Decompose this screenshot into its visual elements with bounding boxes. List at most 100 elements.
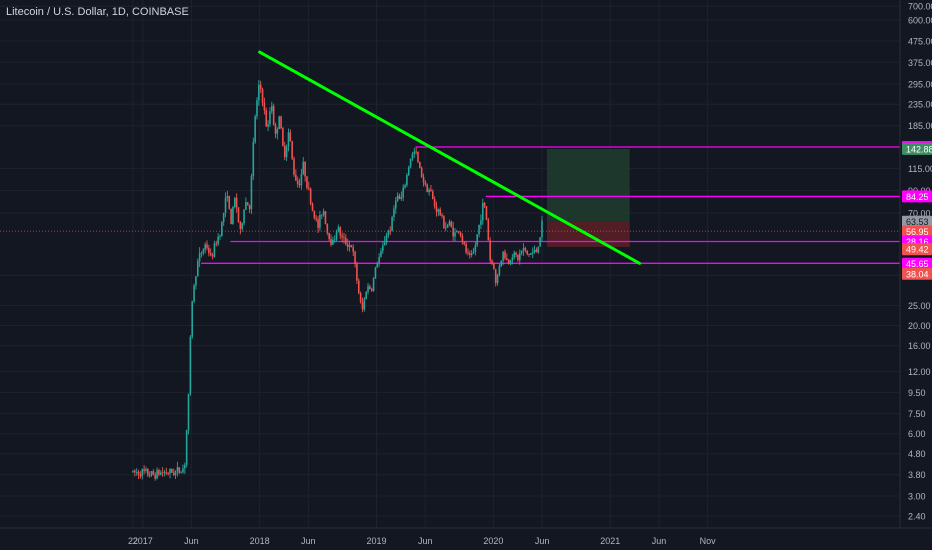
- candle-body: [184, 464, 186, 469]
- candle-body: [232, 207, 234, 225]
- candle-body: [520, 250, 523, 254]
- candle-body: [413, 151, 416, 154]
- price-axis-tick: 16.00: [908, 341, 931, 351]
- descending-trendline: [258, 50, 641, 265]
- candle-body: [409, 158, 412, 168]
- candle-body: [263, 102, 266, 111]
- candle-body: [474, 245, 477, 253]
- price-label-bg: [902, 190, 932, 203]
- candle-body: [496, 274, 499, 284]
- candle-body: [282, 128, 284, 146]
- candle-body: [148, 475, 151, 477]
- price-axis[interactable]: 700.00 600.00 475.00 375.00 295.00 235.00 185.…: [899, 0, 932, 528]
- candle-body: [269, 111, 271, 125]
- candle-body: [324, 211, 327, 225]
- candle-body: [213, 243, 216, 257]
- candle-body: [394, 200, 397, 209]
- candle-body: [172, 472, 175, 475]
- candle-body: [309, 188, 312, 204]
- candle-body: [224, 197, 227, 214]
- chart-grid: [0, 0, 900, 528]
- candle-body: [383, 242, 386, 246]
- price-axis-tick: 6.00: [908, 429, 926, 439]
- candle-body: [322, 211, 325, 215]
- candle-body: [485, 206, 488, 220]
- candle-body: [182, 468, 184, 473]
- candle-body: [498, 266, 501, 275]
- time-axis-tick: 2019: [366, 536, 386, 546]
- price-axis-tick: 70.00: [908, 209, 931, 219]
- candle-body: [252, 141, 255, 177]
- trendline: [258, 50, 641, 265]
- time-axis-tick: 2021: [600, 536, 620, 546]
- candle-body: [306, 176, 308, 188]
- candle-body: [293, 158, 295, 175]
- candle-body: [452, 227, 454, 237]
- position-zones: [546, 148, 630, 247]
- candle-body: [145, 469, 147, 471]
- candle-body: [204, 244, 206, 250]
- candle-body: [193, 285, 195, 302]
- candle-body: [254, 116, 256, 142]
- candle-body: [493, 263, 495, 270]
- candle-body: [456, 231, 458, 233]
- candle-body: [391, 217, 393, 232]
- candle-body: [500, 260, 503, 267]
- candle-body: [189, 336, 192, 394]
- price-axis-tick: 115.00: [908, 164, 932, 174]
- price-axis-tick: 475.00: [908, 37, 932, 47]
- candle-body: [141, 469, 144, 477]
- candle-body: [370, 289, 373, 291]
- price-label: 142.88: [906, 144, 932, 154]
- candle-body: [308, 187, 310, 189]
- candle-body: [230, 208, 232, 225]
- candle-body: [457, 231, 460, 233]
- candle-body: [167, 473, 169, 475]
- candle-body: [433, 199, 436, 207]
- candle-body: [346, 244, 349, 247]
- candle-body: [250, 176, 253, 210]
- candle-body: [139, 474, 142, 477]
- candle-body: [200, 252, 203, 254]
- candle-body: [428, 189, 430, 193]
- price-label-bg: [902, 225, 932, 238]
- price-label: 45.65: [906, 259, 929, 269]
- price-label: 56.95: [906, 227, 929, 237]
- candle-body: [465, 244, 467, 253]
- price-labels: 146.02142.8884.2563.5356.9528.1649.4245.…: [902, 140, 932, 280]
- candle-body: [169, 468, 171, 474]
- candle-body: [506, 258, 508, 261]
- price-axis-tick: 3.00: [908, 491, 926, 501]
- candle-body: [198, 253, 201, 262]
- candle-body: [448, 221, 451, 226]
- price-label-bg: [902, 267, 932, 280]
- symbol-title: Litecoin / U.S. Dollar, 1D, COINBASE: [6, 6, 189, 18]
- candle-body: [470, 253, 473, 255]
- candle-body: [276, 129, 279, 134]
- time-axis-tick: 2020: [483, 536, 503, 546]
- candle-body: [361, 302, 364, 310]
- candle-body: [367, 286, 369, 293]
- candle-body: [317, 219, 319, 228]
- candle-body: [332, 239, 334, 245]
- candle-body: [524, 248, 527, 251]
- candle-body: [339, 227, 342, 236]
- candle-body: [326, 224, 329, 233]
- candle-body: [359, 293, 362, 303]
- price-axis-tick: 600.00: [908, 16, 932, 26]
- candle-body: [304, 161, 306, 177]
- candle-body: [152, 471, 155, 475]
- candle-body: [404, 185, 406, 188]
- candle-body: [369, 286, 371, 290]
- candle-body: [256, 100, 258, 117]
- candle-body: [319, 215, 321, 228]
- candle-body: [222, 213, 225, 223]
- price-label: 49.42: [906, 245, 929, 255]
- candle-body: [472, 252, 475, 254]
- candle-body: [357, 280, 360, 294]
- candle-body: [376, 262, 379, 268]
- candle-body: [345, 237, 347, 245]
- candle-body: [156, 470, 158, 479]
